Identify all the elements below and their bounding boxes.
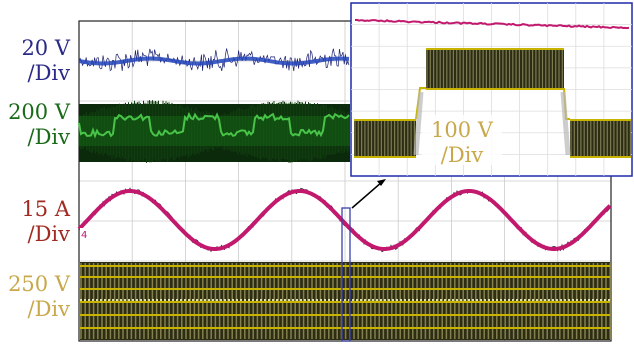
ch2-scale-label: 200 V /Div — [2, 100, 70, 150]
channel-4-marker-box — [80, 228, 89, 240]
ch4-scale-unit: /Div — [27, 222, 71, 246]
zoom-region-box — [341, 207, 351, 342]
ch3-scale-unit: /Div — [27, 297, 71, 321]
inset-edge-right — [560, 91, 571, 156]
ch1-scale-value: 20 V — [21, 36, 70, 60]
zoom-arrow-head — [377, 179, 386, 186]
zoom-arrow-line — [351, 181, 383, 209]
ch4-scale-value: 15 A — [21, 197, 70, 221]
ch2-scale-unit: /Div — [27, 125, 71, 149]
inset-label-bg — [422, 115, 502, 165]
scope-traces — [77, 48, 612, 340]
channel-4-marker: 4 — [81, 230, 87, 241]
ch4-trace — [77, 189, 612, 251]
ch2-scale-value: 200 V — [8, 100, 70, 124]
ch4-scale-label: 15 A /Div — [2, 197, 70, 247]
inset-pwm-left-edges — [354, 119, 415, 158]
inset-scale-value: 100 V — [431, 118, 493, 142]
ch1-scale-unit: /Div — [27, 61, 71, 85]
inset-scale-label: 100 V /Div — [422, 118, 502, 168]
inset-pwm-right-edges — [570, 119, 631, 158]
ch3-scale-label: 250 V /Div — [2, 272, 70, 322]
inset-pwm-high — [426, 48, 564, 90]
ch2-trace — [78, 111, 350, 139]
ch1-trace — [78, 56, 350, 66]
ch3-scale-value: 250 V — [8, 272, 70, 296]
inset-edge-left — [413, 91, 424, 156]
ch1-scale-label: 20 V /Div — [2, 36, 70, 86]
inset-current-trace — [354, 18, 630, 30]
inset-scale-unit: /Div — [440, 143, 484, 167]
inset-pwm-high-edges — [426, 48, 563, 90]
zoom-inset — [350, 2, 633, 177]
